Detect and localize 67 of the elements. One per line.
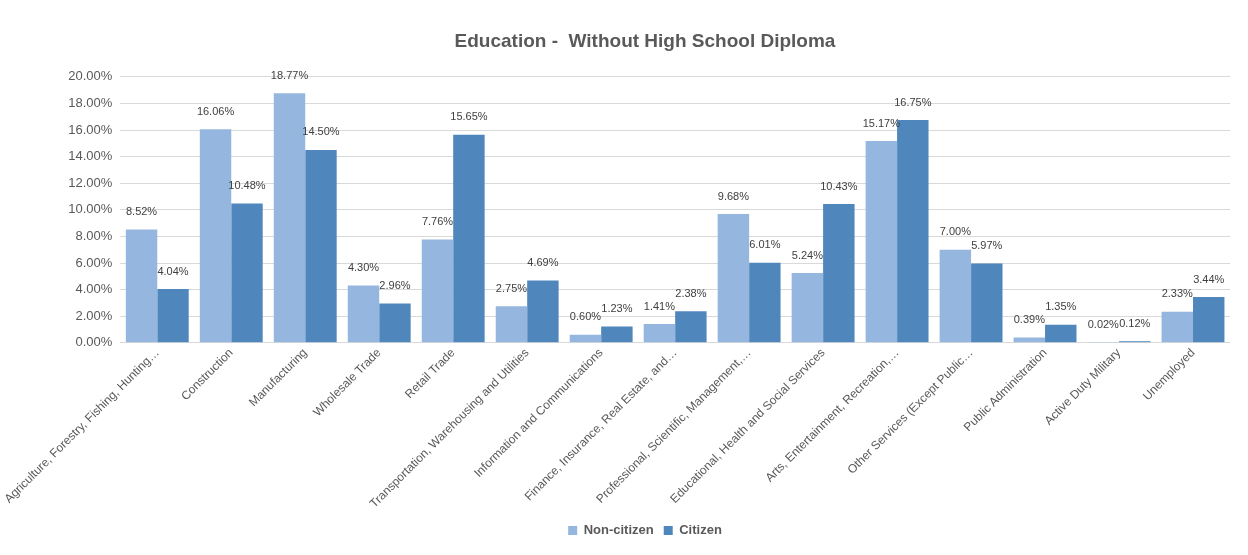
data-label: 1.35% bbox=[1045, 300, 1077, 313]
data-label: 10.48% bbox=[228, 178, 266, 191]
data-label: 0.39% bbox=[1013, 313, 1046, 326]
data-label: 5.24% bbox=[791, 248, 824, 261]
bar bbox=[421, 239, 454, 343]
bar bbox=[1161, 311, 1194, 343]
legend-label: Non-citizen bbox=[583, 522, 654, 538]
y-tick-label: 10.00% bbox=[68, 201, 113, 217]
bar bbox=[157, 289, 189, 343]
bar bbox=[717, 214, 750, 343]
bar bbox=[1045, 324, 1077, 343]
data-label: 7.00% bbox=[939, 225, 972, 238]
data-label: 0.02% bbox=[1087, 318, 1120, 331]
data-label: 2.38% bbox=[675, 286, 707, 299]
legend-label: Citizen bbox=[679, 522, 722, 538]
bar bbox=[939, 249, 972, 343]
bar bbox=[125, 229, 158, 343]
y-tick-label: 0.00% bbox=[75, 334, 113, 350]
y-tick-label: 2.00% bbox=[75, 307, 113, 323]
bar bbox=[379, 303, 411, 343]
data-label: 2.75% bbox=[495, 281, 528, 294]
y-tick-label: 6.00% bbox=[75, 254, 113, 270]
data-label: 3.44% bbox=[1193, 272, 1225, 285]
bar bbox=[749, 262, 781, 343]
bar bbox=[675, 311, 707, 343]
data-label: 4.30% bbox=[347, 261, 380, 274]
bar bbox=[643, 324, 676, 343]
data-label: 16.75% bbox=[894, 95, 932, 108]
data-label: 0.12% bbox=[1119, 316, 1151, 329]
data-label: 6.01% bbox=[749, 238, 781, 251]
bar bbox=[453, 134, 485, 343]
data-label: 4.69% bbox=[527, 255, 559, 268]
data-label: 4.04% bbox=[157, 264, 189, 277]
data-label: 5.97% bbox=[971, 238, 1003, 251]
bar bbox=[347, 285, 380, 343]
data-label: 1.23% bbox=[601, 301, 633, 314]
data-label: 10.43% bbox=[820, 179, 858, 192]
data-label: 0.60% bbox=[569, 310, 602, 323]
bar bbox=[971, 263, 1003, 343]
bar bbox=[305, 149, 337, 343]
bar bbox=[231, 203, 263, 343]
data-label: 9.68% bbox=[717, 189, 750, 202]
y-tick-label: 12.00% bbox=[68, 174, 113, 190]
data-label: 1.41% bbox=[643, 299, 676, 312]
y-tick-label: 14.00% bbox=[68, 148, 113, 164]
bar bbox=[569, 334, 602, 343]
bar bbox=[1193, 297, 1225, 343]
y-tick-label: 20.00% bbox=[68, 68, 113, 84]
data-label: 16.06% bbox=[196, 104, 235, 117]
y-tick-label: 4.00% bbox=[75, 281, 113, 297]
bar bbox=[823, 204, 855, 343]
bar bbox=[601, 326, 633, 343]
data-label: 18.77% bbox=[270, 68, 309, 81]
y-tick-label: 8.00% bbox=[75, 227, 113, 243]
data-label: 2.33% bbox=[1161, 287, 1194, 300]
chart-title: Education - Without High School Diploma bbox=[454, 29, 836, 51]
data-label: 7.76% bbox=[421, 215, 454, 228]
bar bbox=[495, 306, 528, 343]
data-label: 8.52% bbox=[125, 205, 158, 218]
y-tick-label: 16.00% bbox=[68, 121, 113, 137]
data-label: 14.50% bbox=[302, 125, 340, 138]
bar bbox=[865, 141, 898, 343]
data-label: 2.96% bbox=[379, 278, 411, 291]
bar bbox=[527, 280, 559, 343]
y-tick-label: 18.00% bbox=[68, 94, 113, 110]
data-label: 15.65% bbox=[450, 110, 488, 123]
bar bbox=[791, 273, 824, 343]
